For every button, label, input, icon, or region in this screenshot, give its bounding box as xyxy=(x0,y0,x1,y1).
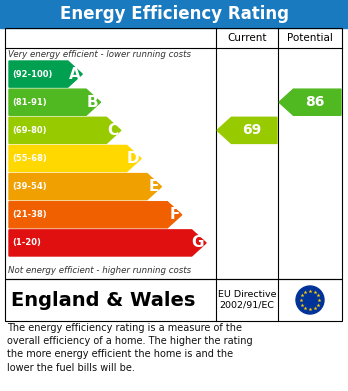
Polygon shape xyxy=(9,230,206,256)
Text: Potential: Potential xyxy=(287,33,333,43)
Polygon shape xyxy=(217,117,277,143)
Text: Very energy efficient - lower running costs: Very energy efficient - lower running co… xyxy=(8,50,191,59)
Polygon shape xyxy=(9,174,161,200)
Text: EU Directive
2002/91/EC: EU Directive 2002/91/EC xyxy=(218,290,276,310)
Text: England & Wales: England & Wales xyxy=(11,291,195,310)
Text: Not energy efficient - higher running costs: Not energy efficient - higher running co… xyxy=(8,266,191,275)
Text: The energy efficiency rating is a measure of the
overall efficiency of a home. T: The energy efficiency rating is a measur… xyxy=(7,323,253,373)
Text: D: D xyxy=(126,151,139,166)
Text: C: C xyxy=(108,123,119,138)
Text: F: F xyxy=(169,207,180,222)
Bar xyxy=(0,0,348,28)
Polygon shape xyxy=(9,61,82,87)
Text: Current: Current xyxy=(227,33,267,43)
Text: (39-54): (39-54) xyxy=(12,182,47,191)
Text: 69: 69 xyxy=(242,123,261,137)
Bar xyxy=(5,279,342,321)
Polygon shape xyxy=(9,117,121,143)
Polygon shape xyxy=(9,145,141,172)
Text: A: A xyxy=(69,66,80,82)
Text: (69-80): (69-80) xyxy=(12,126,47,135)
Text: (21-38): (21-38) xyxy=(12,210,47,219)
Text: G: G xyxy=(192,235,204,250)
Text: (1-20): (1-20) xyxy=(12,239,41,248)
Text: (55-68): (55-68) xyxy=(12,154,47,163)
Polygon shape xyxy=(9,202,182,228)
Polygon shape xyxy=(279,89,341,115)
Text: (81-91): (81-91) xyxy=(12,98,47,107)
Text: Energy Efficiency Rating: Energy Efficiency Rating xyxy=(60,5,288,23)
Polygon shape xyxy=(9,89,101,115)
Text: B: B xyxy=(87,95,98,110)
Text: 86: 86 xyxy=(305,95,324,109)
Circle shape xyxy=(296,286,324,314)
Bar xyxy=(5,28,342,279)
Text: E: E xyxy=(149,179,159,194)
Text: (92-100): (92-100) xyxy=(12,70,53,79)
